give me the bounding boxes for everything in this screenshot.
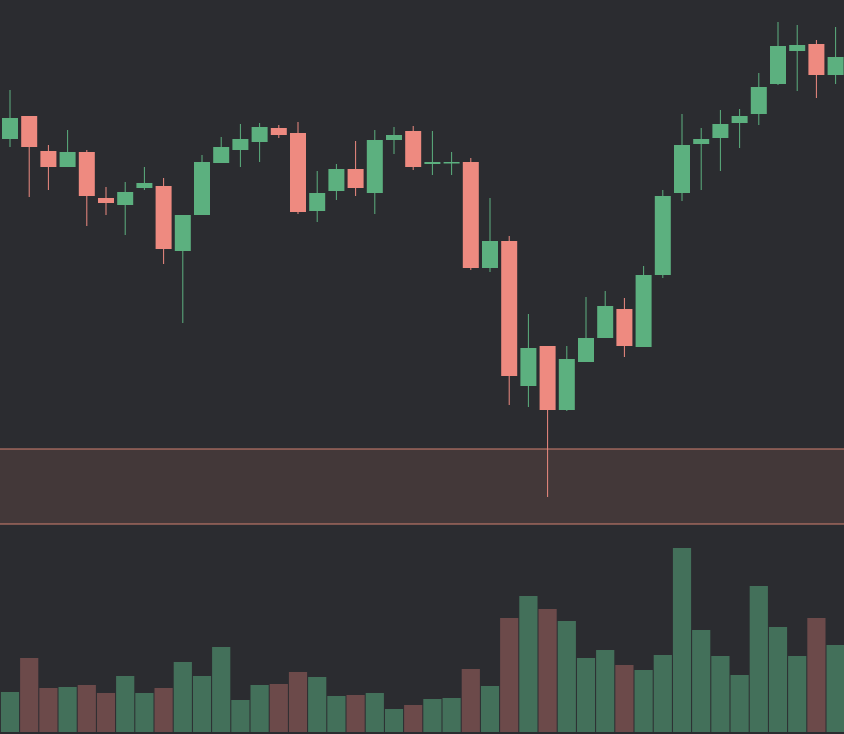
volume-bar [692,630,711,732]
candle-body [174,215,191,251]
volume-bar [404,705,423,732]
candle-body [328,169,345,191]
volume-bar [442,698,461,732]
volume-bar [653,655,672,732]
candle-body [136,183,153,188]
volume-bar [461,669,480,732]
zone [0,448,844,525]
candle-body [290,133,306,212]
candle-body [808,44,825,75]
volume-bar [807,618,826,732]
candle-body [750,87,767,114]
candle-body [78,152,95,196]
volume-bar [557,621,576,732]
candle-body [386,135,402,140]
candle-body [558,359,575,410]
candle-body [654,196,671,275]
candle-body [424,162,441,164]
volume-bar [39,688,58,732]
volume-bar [116,676,135,732]
volume-bar [826,645,844,732]
volume-bar [0,692,20,732]
candle-body [674,145,690,193]
volume-bar [538,609,557,732]
candle-body [462,162,479,268]
volume-bar [768,627,788,732]
candle-body [443,162,460,164]
volume-bar [711,656,730,732]
volume-bar [384,709,404,732]
volume-bar [500,618,519,732]
volume-bar [308,677,327,732]
candle-body [21,116,38,147]
volume-bar [634,670,653,732]
volume-bar [327,696,346,732]
volume-bar [250,685,269,732]
volume-bar [519,596,538,732]
volume-bar [77,685,96,732]
candle-body [117,192,134,205]
candle-body [482,241,498,268]
volume-bar [212,647,231,732]
volume-bar [730,675,749,732]
volume-bar [96,693,116,732]
volume-bar [20,658,39,732]
volume-bar [480,686,500,732]
candle-body [366,140,383,193]
volume-bar [192,676,212,732]
candle-body [232,139,249,150]
candle-body [270,128,287,135]
volume-bar [365,693,384,732]
candle-body [693,139,710,144]
candle-body [827,57,844,75]
volume-bar [423,699,442,732]
candle-body [770,46,786,84]
volume-bar [173,662,192,732]
volume-bar [135,693,154,732]
candle-body [501,241,518,376]
candle-body [789,45,806,51]
volume-bar [672,548,692,732]
volume-bar [788,656,807,732]
candle-body [98,198,114,203]
volume-bar [231,700,250,732]
candle-body [155,186,172,249]
volume-bar [154,688,173,732]
candle-body [194,162,210,215]
candle-body [347,169,364,188]
volume-bar [596,650,615,732]
candle-body [59,152,76,167]
volume-bar [346,695,365,732]
candle-body [40,151,57,167]
candle-body [539,346,556,410]
volume-bar [269,684,288,732]
candle-body [405,131,422,167]
candle-body [731,116,748,123]
candle-body [616,309,633,346]
candle-body [635,275,652,347]
candle-body [213,147,230,163]
candle-body [578,338,594,362]
candle-body [712,124,729,138]
candle-body [520,348,537,386]
candle-body [597,306,614,338]
candle-body [309,193,326,211]
candle-body [251,127,268,142]
volume-bar [288,672,308,732]
volume-bar [749,586,768,732]
volume-bar [615,665,634,732]
volume-bar [576,658,596,732]
candle-body [2,118,18,139]
volume-bar [58,687,77,732]
